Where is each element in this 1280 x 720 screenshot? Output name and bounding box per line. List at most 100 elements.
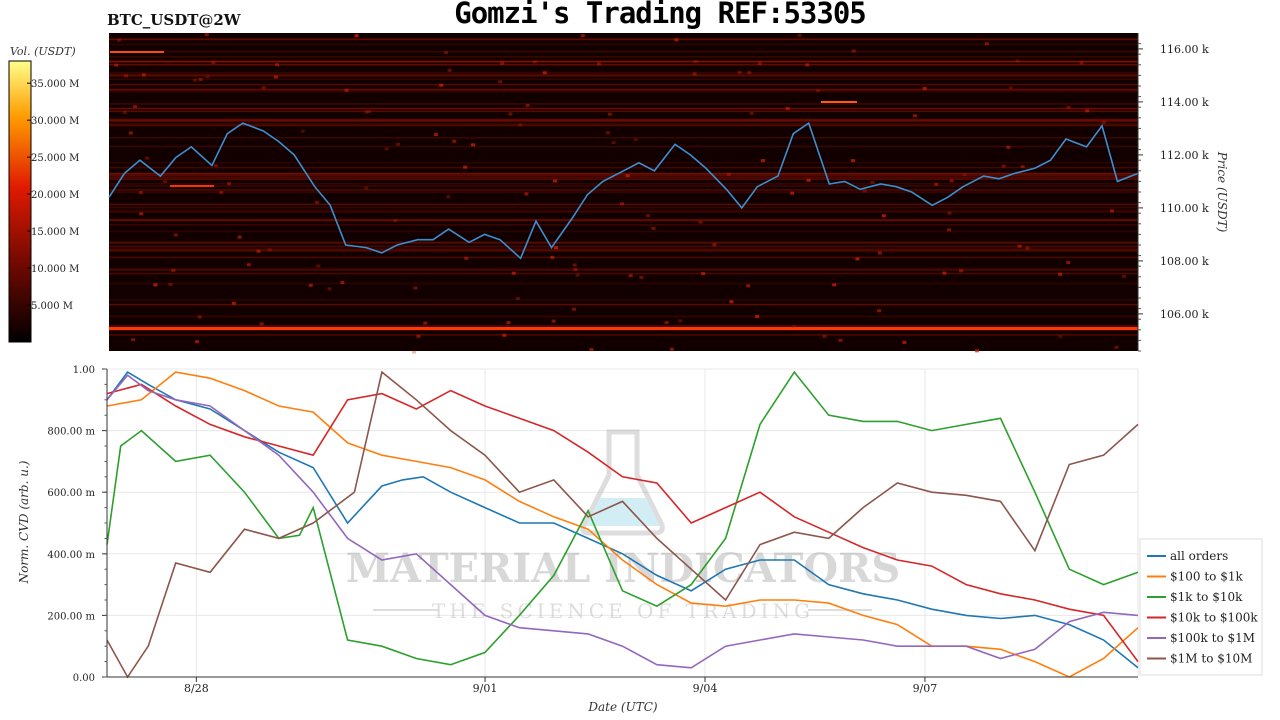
liquidity-cell bbox=[114, 63, 119, 67]
liquidity-cell bbox=[1025, 246, 1030, 250]
legend-label: all orders bbox=[1170, 549, 1228, 563]
liquidity-band bbox=[109, 248, 1138, 251]
liquidity-cell bbox=[749, 111, 754, 115]
x-tick-label: 9/01 bbox=[473, 682, 498, 695]
series-line bbox=[106, 374, 1139, 669]
liquidity-cell bbox=[205, 75, 210, 79]
cvd-x-axis-label: Date (UTC) bbox=[587, 700, 657, 714]
liquidity-cell bbox=[364, 186, 369, 190]
liquidity-band bbox=[109, 124, 1138, 127]
liquidity-cell bbox=[674, 38, 679, 42]
series-line bbox=[106, 371, 1139, 669]
liquidity-cell bbox=[737, 70, 742, 74]
liquidity-cell bbox=[962, 173, 967, 177]
liquidity-cell bbox=[231, 301, 236, 305]
y-tick-label: 600.00 m bbox=[47, 488, 95, 499]
liquidity-cell bbox=[881, 214, 886, 218]
liquidity-band bbox=[109, 190, 1138, 192]
liquidity-cell bbox=[128, 131, 133, 135]
liquidity-cell bbox=[366, 110, 371, 114]
liquidity-cell bbox=[314, 200, 319, 204]
liquidity-cell bbox=[678, 319, 683, 323]
series-line bbox=[106, 370, 1139, 666]
liquidity-cell bbox=[141, 73, 146, 77]
liquidity-cell bbox=[498, 80, 503, 84]
watermark: MATERIAL INDICATORS THE SCIENCE OF TRADI… bbox=[346, 429, 900, 623]
price-tick-label: 112.00 k bbox=[1160, 149, 1209, 162]
liquidity-band bbox=[109, 242, 1138, 244]
liquidity-cell bbox=[237, 235, 242, 239]
liquidity-cell bbox=[698, 220, 703, 224]
liquidity-band bbox=[109, 219, 1138, 221]
pair-label: BTC_USDT@2W bbox=[107, 11, 241, 29]
liquidity-cell bbox=[145, 156, 150, 160]
liquidity-band bbox=[109, 185, 1138, 187]
liquidity-cell bbox=[757, 62, 762, 66]
liquidity-band bbox=[109, 107, 1138, 110]
liquidity-cell bbox=[572, 263, 577, 267]
liquidity-cell bbox=[639, 275, 644, 279]
liquidity-cell bbox=[651, 227, 656, 231]
series-line bbox=[106, 383, 1139, 663]
y-tick-label: 0.00 bbox=[73, 673, 95, 684]
colorbar bbox=[8, 60, 32, 343]
liquidity-band bbox=[109, 282, 1138, 285]
liquidity-band bbox=[109, 334, 1138, 336]
colorbar-ticks: 5.000 M 10.000 M 15.000 M 20.000 M 25.000 M 3… bbox=[27, 79, 79, 312]
liquidity-cell bbox=[340, 281, 345, 285]
liquidity-cell bbox=[124, 74, 129, 78]
liquidity-cell bbox=[646, 214, 651, 218]
liquidity-cell bbox=[1114, 345, 1119, 349]
cvd-series bbox=[106, 370, 1139, 679]
liquidity-cell bbox=[413, 286, 418, 290]
liquidity-cell bbox=[471, 143, 476, 147]
colorbar-tick-label: 35.000 M bbox=[31, 79, 79, 90]
liquidity-band bbox=[109, 224, 1138, 226]
liquidity-cell bbox=[589, 347, 594, 351]
price-tick-label: 106.00 k bbox=[1160, 308, 1209, 321]
liquidity-cell bbox=[785, 107, 790, 111]
colorbar-tick-label: 10.000 M bbox=[31, 264, 79, 275]
liquidity-band bbox=[109, 219, 1138, 222]
liquidity-cell bbox=[393, 219, 398, 223]
liquidity-band bbox=[109, 166, 1138, 169]
liquidity-cell bbox=[354, 34, 359, 38]
liquidity-cell bbox=[922, 87, 927, 91]
liquidity-wall bbox=[109, 327, 1138, 330]
liquidity-cell bbox=[729, 300, 734, 304]
liquidity-cell bbox=[1008, 86, 1013, 90]
liquidity-cell bbox=[855, 257, 860, 261]
liquidity-cell bbox=[1020, 165, 1025, 169]
liquidity-cell bbox=[552, 179, 557, 183]
liquidity-cell bbox=[554, 246, 559, 250]
liquidity-cell bbox=[502, 333, 507, 337]
liquidity-cell bbox=[213, 164, 218, 168]
liquidity-cell bbox=[838, 338, 843, 342]
liquidity-cell bbox=[628, 274, 633, 278]
liquidity-band bbox=[109, 299, 1138, 301]
liquidity-cell bbox=[947, 228, 952, 232]
liquidity-cell bbox=[139, 212, 144, 216]
colorbar-tick-label: 5.000 M bbox=[31, 301, 73, 312]
liquidity-band bbox=[109, 303, 1138, 306]
liquidity-cell bbox=[256, 249, 261, 253]
liquidity-band bbox=[109, 175, 1138, 177]
liquidity-cell bbox=[219, 190, 224, 194]
price-tick-label: 108.00 k bbox=[1160, 255, 1209, 268]
liquidity-cell bbox=[1058, 272, 1063, 276]
series-line bbox=[106, 370, 1139, 679]
liquidity-band bbox=[109, 267, 1138, 270]
liquidity-cell bbox=[116, 38, 121, 42]
liquidity-band bbox=[109, 60, 1138, 63]
liquidity-cell bbox=[275, 63, 280, 67]
liquidity-band bbox=[109, 176, 1138, 179]
liquidity-cell bbox=[452, 139, 457, 143]
liquidity-cell bbox=[947, 211, 952, 215]
liquidity-cell bbox=[669, 347, 674, 351]
liquidity-cell bbox=[446, 195, 451, 199]
liquidity-cell bbox=[433, 133, 438, 137]
liquidity-cell bbox=[171, 268, 176, 272]
liquidity-cell bbox=[412, 350, 417, 354]
liquidity-band bbox=[109, 50, 1138, 53]
